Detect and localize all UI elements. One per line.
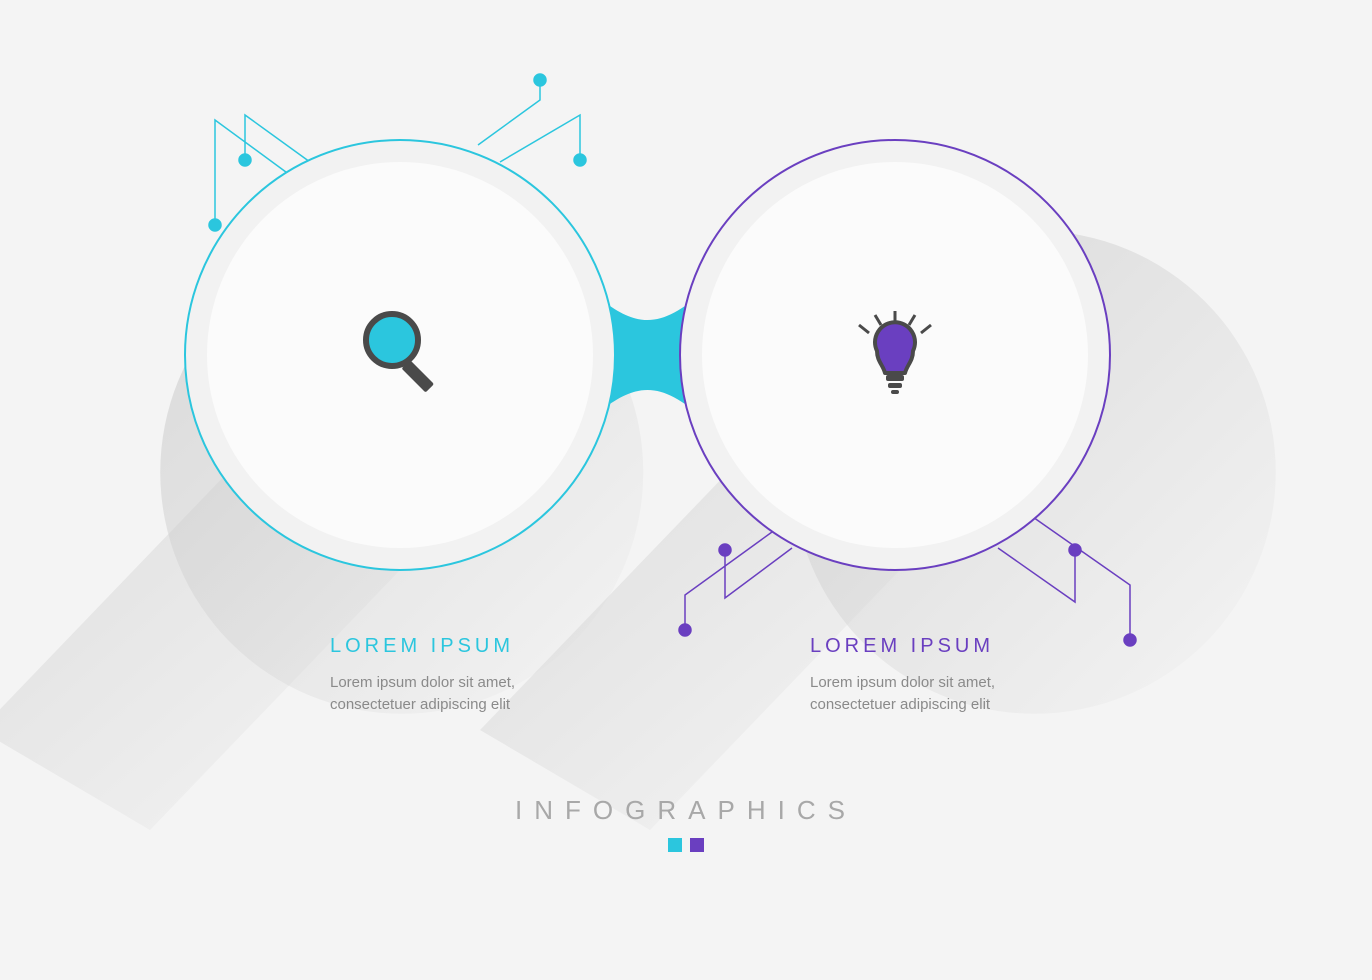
footer-swatches — [0, 838, 1372, 857]
step-circle-left — [185, 140, 615, 570]
step-desc-right: Lorem ipsum dolor sit amet, consectetuer… — [810, 672, 1040, 716]
swatch-2 — [690, 838, 704, 852]
step-desc-left: Lorem ipsum dolor sit amet, consectetuer… — [330, 672, 560, 716]
swatch-1 — [668, 838, 682, 852]
step-title-right: LOREM IPSUM — [810, 635, 994, 658]
footer-title: INFOGRAPHICS — [0, 795, 1372, 826]
step-circle-right — [680, 140, 1110, 570]
infographic-svg — [0, 0, 1372, 980]
infographic-stage: LOREM IPSUM Lorem ipsum dolor sit amet, … — [0, 0, 1372, 980]
step-title-left: LOREM IPSUM — [330, 635, 514, 658]
